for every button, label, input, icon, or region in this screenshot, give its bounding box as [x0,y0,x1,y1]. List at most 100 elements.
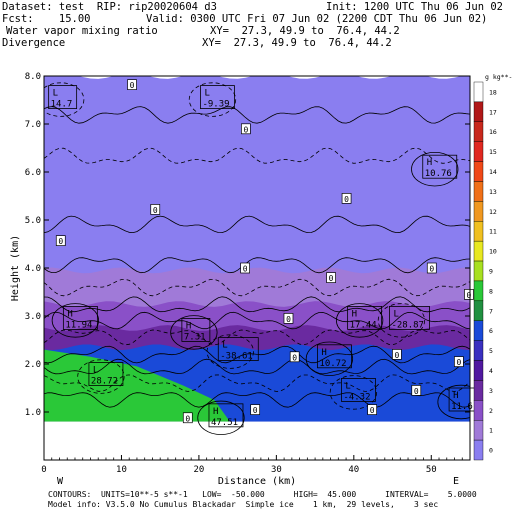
x-tick-label: 40 [348,465,359,475]
colorbar-swatch [473,240,484,262]
x-tick-label: 20 [193,465,204,475]
extremum-kind: H [427,158,432,168]
extremum-value: 47.51 [211,418,238,428]
extremum-kind: H [352,309,357,319]
colorbar-label: 18 [489,88,497,96]
zero-label: 0 [153,206,158,215]
zero-label-box [182,412,193,424]
extremum-value: 10.76 [425,169,452,179]
zero-label: 0 [243,125,248,134]
extremum-value: 28.72 [91,377,118,387]
extremum-contour [335,303,384,338]
colorbar-label: 8 [489,287,493,295]
colorbar-swatch [473,260,484,282]
colorbar-swatch [473,201,484,222]
extremum-value: 14.7 [51,100,73,110]
zero-label: 0 [344,195,349,204]
below-ground [44,421,470,460]
extremum-kind: H [453,391,458,401]
extremum-box [48,85,78,109]
moisture-band-7 [44,349,230,422]
extremum-value: 7.31 [184,332,206,342]
zero-label: 0 [456,358,461,367]
colorbar-swatch [473,360,484,381]
colorbar-swatch [473,439,484,461]
axes: 0 10 20 30 40 50 1.0 2.0 3.0 4.0 5.0 6.0 7.0 8.0 [25,72,470,475]
extremum-box [88,362,124,386]
extremum-kind: H [213,407,218,417]
extremum-kind: L [204,89,209,99]
colorbar-swatch [473,340,484,361]
colorbar-label: 6 [489,327,493,335]
west-label: W [57,476,64,487]
colorbar-swatch [473,161,484,182]
init-time: Init: 1200 UTC Thu 06 Jun 02 [326,1,504,13]
x-tick-label: 50 [426,465,437,475]
colorbar-swatch [473,400,484,421]
east-label: E [453,476,459,487]
dataset-label: Dataset: test RIP: rip20020604 d3 [2,1,217,13]
valid-time: Valid: 0300 UTC Fri 07 Jun 02 (2200 CDT … [146,13,488,25]
colorbar-swatch [473,101,484,122]
contour-line [44,106,470,124]
zero-label-box [127,79,137,90]
extremum-value: -9.39 [202,100,229,110]
field1-xy: XY= 27.3, 49.9 to 76.4, 44.2 [210,25,400,37]
zero-label: 0 [130,81,135,90]
colorbar-label: 14 [489,168,497,176]
zero-label-box [392,349,402,360]
zero-label: 0 [329,274,334,283]
zero-label: 0 [253,406,258,415]
forecast-hour: Fcst: 15.00 [2,13,91,25]
contour-line [44,278,470,297]
extremum-value: -38.61 [220,352,253,362]
zero-label: 0 [414,387,419,396]
extremum-contour [411,151,459,187]
y-tick-label: 7.0 [25,120,41,130]
colorbar-label: 17 [489,108,497,116]
zero-label-box [426,262,437,274]
extremum-box [347,305,383,330]
extremum-kind: H [321,348,326,358]
divergence-contours [44,82,470,436]
extremum-kind: H [186,321,191,331]
extremum-box [200,85,235,109]
extremum-contour [437,384,470,420]
colorbar-swatch [473,300,484,321]
colorbar-label: 12 [489,208,497,216]
x-tick-label: 0 [41,465,46,475]
x-tick-label: 30 [271,465,282,475]
zero-label: 0 [185,414,190,423]
extremum-value: -28.87 [391,320,424,330]
contour-line [44,311,470,330]
contour-line [44,358,470,375]
extremum-box [422,154,458,179]
field2-name: Divergence [2,37,66,49]
colorbar-swatch [473,320,484,341]
contour-line [44,215,470,234]
zero-label: 0 [292,353,297,362]
y-tick-label: 8.0 [25,72,41,82]
colorbar-swatch [473,81,484,103]
contour-line [44,345,470,364]
y-tick-label: 5.0 [25,216,41,226]
zero-label-box [289,351,300,363]
colorbar-swatch [473,181,484,202]
y-tick-label: 6.0 [25,168,41,178]
zero-label: 0 [243,265,248,274]
extremum-contour [51,303,100,338]
extremum-contour [377,303,426,338]
zero-label-box [367,404,377,415]
terrain-surface [44,421,470,460]
colorbar-label: 3 [489,387,493,395]
colorbar-label: 16 [489,128,497,136]
extremum-box [341,377,376,402]
contour-line [44,374,470,392]
y-tick-label: 2.0 [25,360,41,370]
zero-label: 0 [58,237,63,246]
extremum-value: 11.6 [451,402,473,412]
extremum-contour [44,82,85,117]
colorbar-label: 5 [489,347,493,355]
